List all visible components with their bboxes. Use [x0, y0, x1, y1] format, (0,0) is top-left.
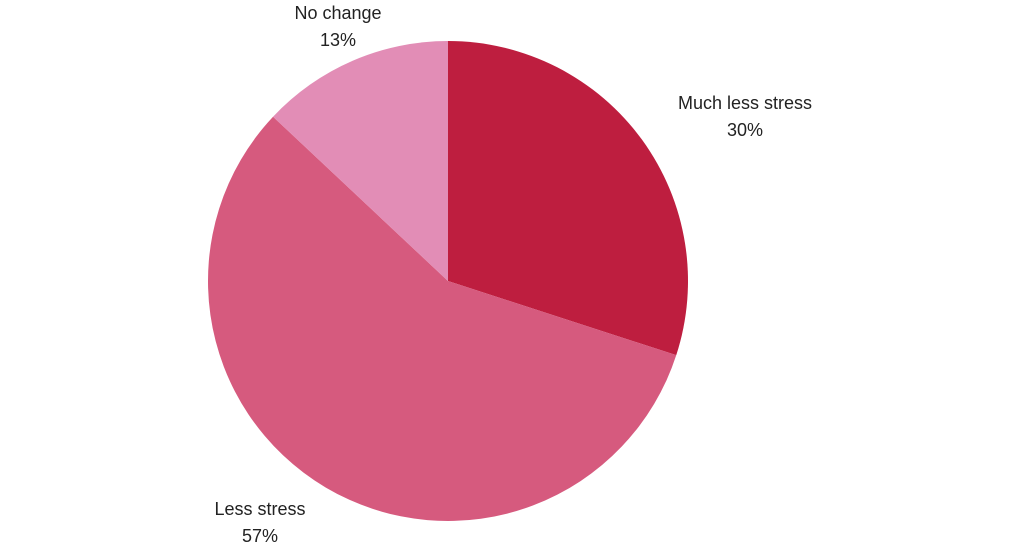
slice-value-label: 30% [727, 120, 763, 140]
pie-slice [208, 116, 677, 522]
slice-label: No change [294, 3, 381, 23]
pie-slice [273, 41, 448, 281]
slice-value-label: 57% [242, 526, 278, 546]
slice-label: Less stress [214, 499, 305, 519]
slice-value-label: 13% [320, 30, 356, 50]
slice-label: Much less stress [678, 93, 812, 113]
pie-slice [448, 41, 688, 356]
